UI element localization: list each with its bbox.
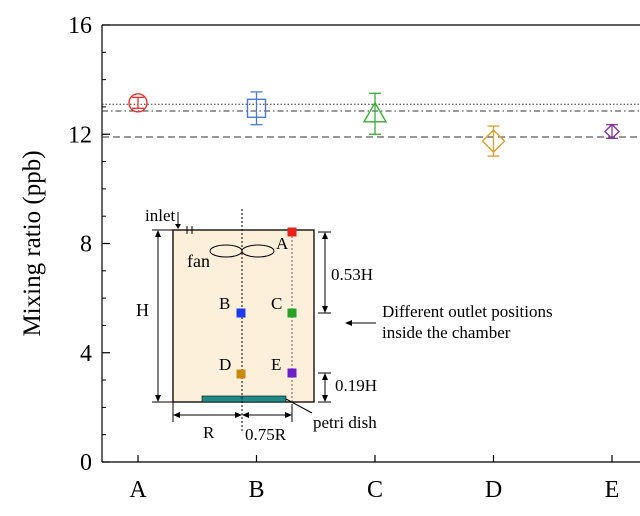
r-arrow-right: [235, 412, 242, 418]
outlet-A: [287, 227, 297, 237]
reference-lines: [102, 103, 640, 138]
data-point-E: [604, 123, 620, 140]
x-tick-label: B: [248, 477, 264, 503]
dish-label: petri dish: [313, 413, 377, 432]
data-point-C: [362, 92, 388, 135]
marker-circle: [128, 93, 148, 113]
outlet-label-C: C: [271, 294, 282, 313]
h-arrow-bottom: [155, 395, 161, 402]
outlet-label-A: A: [276, 234, 289, 253]
y-axis-title: Mixing ratio (ppb): [19, 150, 46, 336]
fan-label: fan: [187, 251, 210, 271]
note-arrowhead: [345, 320, 352, 326]
lower-dim-label: 0.19H: [335, 376, 377, 395]
x-tick-label: A: [129, 477, 147, 503]
chamber-inset: inlet fan A B C D E H 0.53H 0.19H R 0.75R petri dish…: [136, 206, 553, 444]
y-tick-label: 12: [68, 122, 92, 148]
outlet-E: [287, 368, 297, 378]
data-point-A: [128, 93, 148, 113]
h-label: H: [136, 300, 149, 320]
lower-arrow-bottom: [322, 395, 328, 402]
fan-blade-left: [209, 244, 243, 258]
data-point-B: [246, 91, 267, 126]
axes: 0 4 8 12 16 A B C D E Mixing ratio (ppb): [19, 13, 640, 503]
marker-square: [246, 98, 267, 119]
x-tick-label: C: [367, 477, 383, 503]
x-tick-label: E: [605, 477, 620, 503]
x-tick-label: D: [485, 477, 502, 503]
note-line-2: inside the chamber: [382, 323, 511, 342]
offset-label: 0.75R: [245, 425, 287, 444]
marker-diamond: [604, 123, 620, 140]
outlet-D: [236, 369, 246, 379]
upper-arrow-bottom: [322, 306, 328, 313]
h-arrow-top: [155, 230, 161, 237]
inlet-label: inlet: [145, 206, 175, 225]
data-point-D: [481, 125, 506, 157]
offset-arrow-left: [242, 412, 249, 418]
outlet-label-E: E: [271, 355, 281, 374]
marker-triangle: [362, 101, 388, 123]
outlet-label-B: B: [219, 294, 230, 313]
r-arrow-left: [173, 412, 180, 418]
y-tick-label: 4: [80, 341, 92, 367]
fan-blade-right: [241, 244, 275, 258]
upper-arrow-top: [322, 232, 328, 239]
outlet-C: [287, 308, 297, 318]
inlet-arrowhead: [175, 224, 181, 229]
upper-dim-label: 0.53H: [331, 265, 373, 284]
marker-diamond: [481, 129, 506, 154]
dish-leader: [285, 398, 313, 414]
y-tick-label: 16: [68, 13, 92, 39]
note-line-1: Different outlet positions: [382, 302, 553, 321]
y-tick-label: 0: [80, 450, 92, 476]
radius-label: R: [203, 423, 215, 442]
data-points: [128, 91, 620, 157]
lower-arrow-top: [322, 373, 328, 380]
outlet-B: [236, 308, 246, 318]
y-tick-label: 8: [80, 232, 92, 258]
offset-arrow-right: [285, 412, 292, 418]
petri-dish: [201, 395, 287, 403]
outlet-label-D: D: [219, 355, 231, 374]
